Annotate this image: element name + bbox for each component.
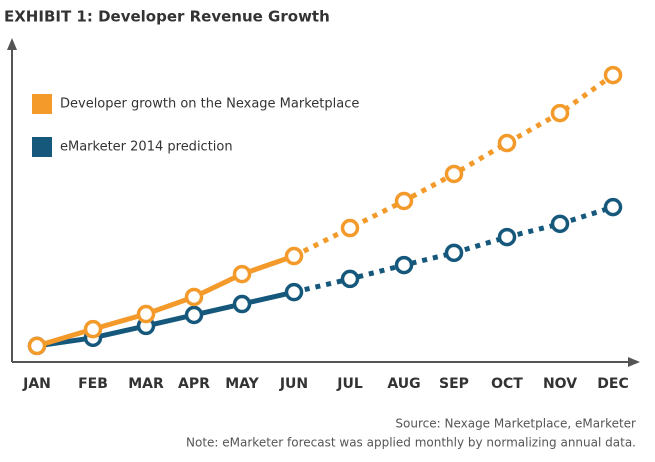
- marker: [550, 214, 570, 234]
- legend-label: Developer growth on the Nexage Marketpla…: [60, 97, 359, 112]
- x-tick-label: OCT: [491, 376, 523, 392]
- x-tick-label: JUN: [279, 376, 308, 392]
- x-tick-label: DEC: [597, 376, 628, 392]
- x-tick-label: APR: [178, 376, 210, 392]
- marker: [284, 282, 304, 302]
- marker: [394, 191, 414, 211]
- marker: [184, 305, 204, 325]
- legend-swatch: [32, 94, 52, 114]
- marker: [340, 218, 360, 238]
- marker: [603, 65, 623, 85]
- marker: [184, 287, 204, 307]
- marker: [394, 255, 414, 275]
- legend-swatch: [32, 137, 52, 157]
- marker: [340, 269, 360, 289]
- source: Source: Nexage Marketplace, eMarketer: [395, 417, 636, 431]
- x-tick-label: MAY: [225, 376, 259, 392]
- note: Note: eMarketer forecast was applied mon…: [186, 436, 636, 450]
- x-tick-label: FEB: [78, 376, 108, 392]
- line-actual: [36, 289, 295, 349]
- marker: [83, 319, 103, 339]
- x-tick-label: AUG: [387, 376, 420, 392]
- x-axis-arrow: [628, 357, 640, 367]
- x-tick-label: SEP: [439, 376, 469, 392]
- y-axis-arrow: [7, 38, 17, 50]
- x-tick-label: MAR: [128, 376, 164, 392]
- marker: [232, 264, 252, 284]
- chart-title: EXHIBIT 1: Developer Revenue Growth: [4, 8, 330, 26]
- legend-label: eMarketer 2014 prediction: [60, 140, 233, 155]
- marker: [444, 243, 464, 263]
- x-tick-label: NOV: [543, 376, 577, 392]
- marker: [232, 294, 252, 314]
- marker: [444, 164, 464, 184]
- marker: [603, 197, 623, 217]
- x-tick-label: JAN: [22, 376, 51, 392]
- x-tick-label: JUL: [336, 376, 363, 392]
- marker: [27, 336, 47, 356]
- marker: [497, 227, 517, 247]
- marker: [284, 246, 304, 266]
- marker: [497, 133, 517, 153]
- marker: [550, 103, 570, 123]
- marker: [136, 304, 156, 324]
